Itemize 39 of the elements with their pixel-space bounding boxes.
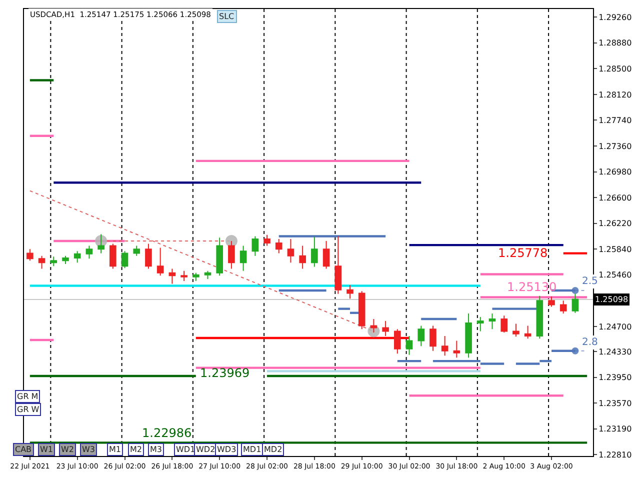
y-tick-label: 1.25460 bbox=[598, 270, 632, 280]
y-tick-label: 1.28880 bbox=[598, 38, 632, 48]
y-tick-label: 1.25840 bbox=[598, 244, 632, 254]
y-tick-label: 1.23950 bbox=[598, 373, 632, 382]
y-tick-label: 1.23570 bbox=[598, 398, 632, 408]
y-tick-label: 1.26980 bbox=[598, 168, 632, 177]
annotation: SLC bbox=[219, 12, 235, 21]
annotation: GR M bbox=[17, 392, 38, 401]
annotation: 1.22986 bbox=[142, 426, 192, 440]
ref-line-label: 1.25098 bbox=[595, 295, 628, 304]
y-tick-label: 1.27740 bbox=[598, 116, 632, 126]
y-tick-label: 1.26220 bbox=[598, 219, 632, 228]
annotation: CAB bbox=[15, 445, 32, 454]
annotation: 1.23969 bbox=[200, 366, 250, 380]
y-tick-label: 1.29260 bbox=[598, 12, 632, 22]
annotation: WD1 bbox=[176, 445, 196, 454]
annotation: MD1 bbox=[243, 445, 262, 454]
annotation: 2.8 bbox=[582, 337, 598, 348]
annotation: W2 bbox=[61, 445, 74, 454]
annotation: MD2 bbox=[264, 445, 282, 454]
y-tick-label: 1.22810 bbox=[598, 450, 632, 460]
annotation: 2.5 bbox=[582, 276, 598, 287]
annotation: WD2 bbox=[196, 445, 216, 454]
annotation: GR W bbox=[17, 405, 40, 414]
annotation: M2 bbox=[130, 445, 142, 454]
annotation: WD3 bbox=[217, 445, 236, 454]
annotation: M1 bbox=[109, 445, 121, 454]
y-tick-label: 1.28120 bbox=[598, 90, 632, 100]
annotation: M3 bbox=[150, 445, 162, 454]
annotation: 1.25778 bbox=[498, 246, 548, 260]
y-tick-label: 1.24700 bbox=[598, 322, 632, 332]
y-tick-label: 1.23190 bbox=[598, 424, 632, 434]
y-tick-label: 1.24330 bbox=[598, 347, 632, 356]
y-tick-label: 1.27360 bbox=[598, 142, 632, 151]
annotation: W3 bbox=[82, 445, 95, 454]
annotation: 1.25130 bbox=[507, 280, 557, 294]
y-tick-label: 1.26600 bbox=[598, 193, 632, 202]
y-tick-label: 1.28500 bbox=[598, 64, 632, 74]
annotation: W1 bbox=[40, 445, 53, 454]
